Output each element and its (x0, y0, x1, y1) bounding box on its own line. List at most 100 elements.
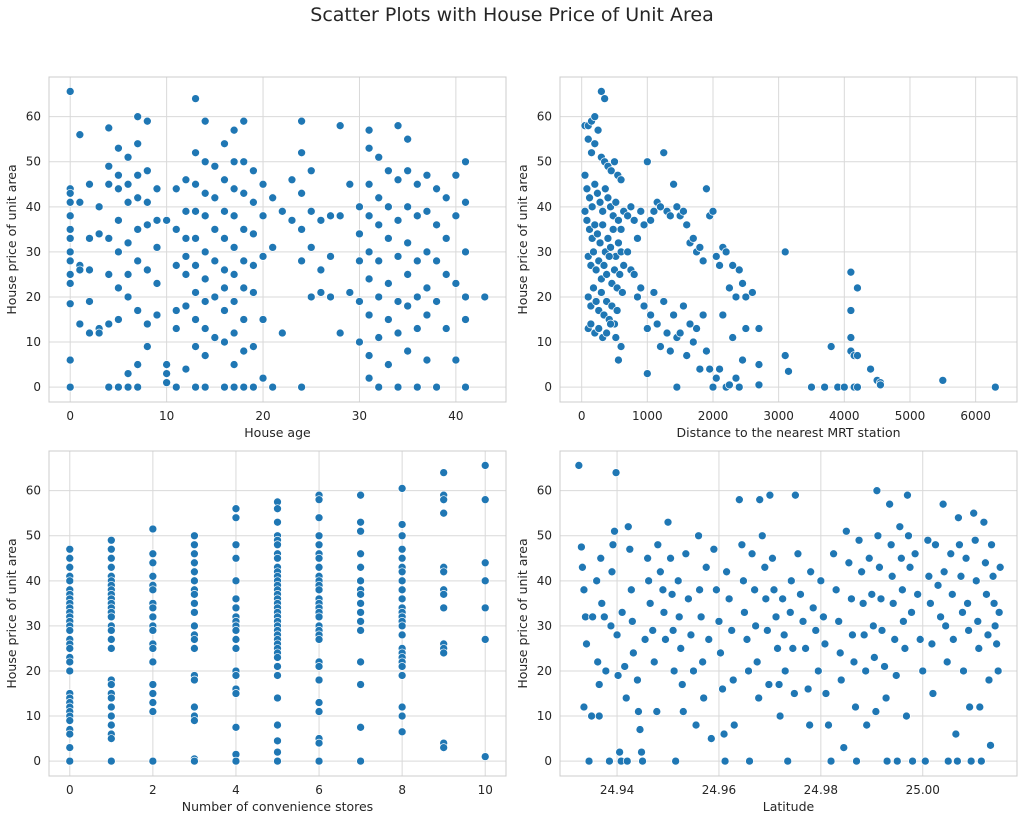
ax3-point-142 (834, 617, 844, 626)
ax0-point-158 (277, 206, 287, 216)
ax0-point-162 (297, 116, 306, 126)
ax3-point-197 (926, 599, 935, 608)
ax3-point-84 (720, 756, 730, 766)
ax3-point-78 (709, 544, 719, 554)
ax3-point-13 (594, 711, 604, 721)
ax1-point-91 (642, 157, 652, 167)
ax0-point-159 (277, 328, 287, 338)
ax3-point-57 (668, 626, 678, 635)
ax0-point-57 (133, 306, 143, 315)
ax0-point-137 (239, 225, 249, 234)
ax0-xtick-label-0: 0 (66, 409, 74, 423)
ax1-xlabel: Distance to the nearest MRT station (676, 425, 900, 440)
ax2-point-84 (190, 576, 199, 586)
ax3-point-12 (594, 680, 604, 689)
ax0-point-40 (114, 283, 123, 293)
ax3-point-61 (674, 612, 684, 622)
ax3-point-112 (773, 644, 782, 653)
ax1-point-113 (715, 261, 724, 270)
ax3-xtick-label-0: 24.94 (600, 783, 634, 797)
ax1-point-120 (738, 279, 747, 288)
ax1-point-41 (603, 234, 613, 243)
ax0-point-30 (104, 179, 114, 189)
ax3-point-228 (975, 702, 985, 712)
ax2-xtick-label-3: 6 (315, 783, 323, 797)
ax0-point-61 (142, 166, 152, 176)
ax0-point-191 (364, 211, 374, 221)
ax0-point-82 (181, 175, 191, 185)
ax3-point-138 (824, 720, 833, 730)
ax0-point-92 (191, 206, 200, 216)
ax2-point-45 (106, 612, 116, 622)
ax1-xtick-label-2: 2000 (698, 409, 729, 423)
ax0-point-141 (239, 346, 249, 356)
ax3-point-164 (872, 486, 882, 496)
ax1-point-6 (583, 134, 593, 144)
ax0-point-80 (171, 324, 181, 333)
ax3-point-124 (793, 549, 803, 559)
ax0-point-244 (441, 324, 451, 333)
ax3-point-213 (954, 513, 963, 523)
ax1-point-147 (702, 346, 711, 356)
ax0-point-202 (374, 333, 384, 342)
ax1-point-150 (711, 373, 721, 383)
ax3-point-225 (971, 576, 981, 586)
ax1-point-146 (698, 310, 708, 320)
ax0-point-146 (249, 261, 258, 270)
ax3-point-14 (596, 553, 606, 563)
ax1-point-170 (826, 342, 836, 351)
ax3-point-85 (722, 567, 731, 577)
ax3-point-111 (771, 612, 781, 622)
ax0-point-140 (239, 315, 249, 324)
ax3-point-216 (958, 608, 967, 617)
ax3-point-33 (625, 544, 635, 554)
ax1-point-160 (754, 324, 764, 333)
ax3-point-168 (877, 626, 887, 635)
ax3-point-234 (984, 675, 994, 685)
ax0-point-96 (191, 315, 200, 324)
ax3-point-68 (689, 666, 698, 676)
ax1-point-175 (846, 333, 856, 342)
ax3-point-219 (963, 599, 972, 608)
ax0-point-73 (162, 369, 171, 378)
ax1-point-144 (692, 324, 701, 333)
ax2-xtick-label-0: 0 (66, 783, 74, 797)
ax0-point-161 (287, 215, 297, 225)
ax0-point-38 (114, 215, 123, 225)
ax0-point-12 (65, 355, 75, 365)
ax3-point-69 (691, 720, 701, 730)
ax2-point-153 (273, 736, 282, 746)
ax3-point-56 (667, 589, 677, 599)
ax3-point-104 (760, 562, 770, 572)
ax3-point-143 (835, 648, 845, 658)
ax0-point-143 (249, 166, 258, 176)
ax0-point-195 (364, 351, 374, 360)
ax0-point-109 (210, 161, 220, 171)
ax3-point-178 (892, 756, 902, 766)
ax2-ytick-label-3: 30 (26, 619, 41, 633)
ax1-point-64 (589, 283, 598, 293)
ax1-point-111 (708, 206, 718, 216)
ax3-point-10 (592, 576, 602, 586)
ax2-xtick-label-4: 8 (398, 783, 406, 797)
ax2-xtick-label-1: 2 (149, 783, 157, 797)
ax3-point-120 (786, 576, 796, 586)
ax2-point-184 (314, 756, 324, 766)
ax0-point-23 (85, 297, 94, 306)
ax2-point-196 (356, 626, 365, 635)
ax3-point-166 (875, 562, 884, 572)
ax0-point-135 (239, 157, 249, 167)
ax0-point-45 (123, 197, 133, 207)
ax0-point-88 (181, 364, 191, 374)
ax1-point-178 (853, 283, 862, 293)
ax2-point-112 (231, 644, 241, 653)
ax0-point-42 (114, 382, 123, 392)
ax2-point-79 (190, 531, 199, 541)
ax2-point-65 (148, 585, 158, 595)
ax0-point-85 (181, 252, 191, 261)
ax0-point-130 (229, 297, 239, 306)
ax2-point-91 (190, 635, 199, 644)
ax2-point-106 (231, 603, 241, 613)
ax2-point-100 (231, 504, 241, 514)
ax3-point-232 (982, 589, 991, 599)
